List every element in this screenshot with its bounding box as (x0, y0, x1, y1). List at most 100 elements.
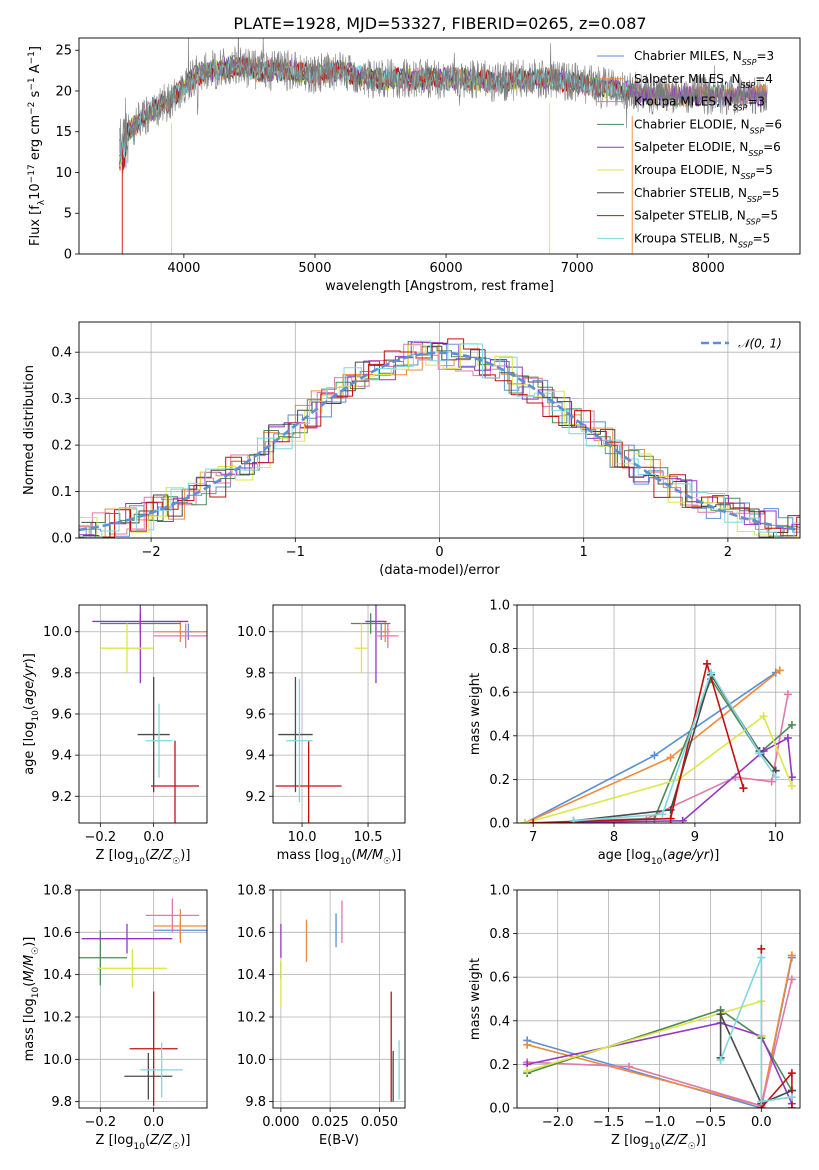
y-tick-label: 9.4 (51, 749, 72, 764)
weight_vs_age-ylabel-part: mass weight (468, 673, 483, 755)
y-tick-label: 0.6 (489, 686, 510, 701)
y-tick-label: 10.6 (237, 926, 266, 941)
legend-label-end: =6 (764, 117, 782, 131)
weight_vs_Z-xlabel-part: Z [log (611, 1133, 649, 1148)
y-tick-label: 9.6 (51, 708, 72, 723)
weight_vs_Z-xlabel: Z [log10(Z/Z☉)] (611, 1133, 706, 1152)
x-tick-label: −1 (286, 545, 305, 560)
legend-label-end: =3 (747, 95, 765, 109)
x-tick-label: 7 (529, 830, 537, 845)
y-tick-label: 10.8 (237, 884, 266, 899)
mass_vs_Z-axes: −0.2 0.0 9.8 10.0 10.2 10.4 10.6 10.8 (43, 884, 207, 1130)
x-tick-label: −0.5 (695, 1115, 727, 1130)
gaussian-curve (79, 351, 800, 532)
age_vs_Z-ylabel-part: )] (22, 653, 37, 663)
age_vs_mass-xlabel-part: M/M (356, 848, 383, 863)
weight_vs_age-frame (516, 604, 801, 824)
y-tick-label: 9.8 (245, 1095, 266, 1110)
age_vs_mass-plot-area (275, 605, 399, 823)
age_vs_Z-plot-area (92, 605, 207, 823)
figure-title: PLATE=1928, MJD=53327, FIBERID=0265, z=0… (233, 14, 646, 33)
y-tick-label: 0.4 (489, 1014, 510, 1029)
legend-label-end: =5 (755, 163, 773, 177)
histogram-chabrier-elodie (79, 341, 800, 538)
y-tick-label: 10.0 (237, 625, 266, 640)
mass_vs_Z-frame (78, 889, 208, 1109)
spectrum-plot-area (119, 38, 768, 254)
age_vs_mass-xlabel: mass [log10(M/M☉)] (277, 848, 402, 867)
residuals-xlabel-part: (data-model)/error (379, 563, 500, 578)
age_vs_Z-ylabel-part: 10 (31, 710, 41, 722)
weight_vs_Z-xlabel-part: 10 (649, 1142, 661, 1152)
age_vs_mass-xlabel-part: )] (391, 848, 401, 863)
y-tick-label: 25 (55, 44, 72, 59)
histogram-kroupa-stelib (84, 340, 800, 538)
legend-label: Chabrier ELODIE, N (634, 117, 750, 131)
y-tick-label: 10.4 (237, 968, 266, 983)
weight_vs_age-xlabel-part: 10 (651, 857, 663, 867)
mass_vs_Z-xlabel-part: Z/Z (149, 1133, 173, 1148)
weight_vs_Z-xlabel-part: )] (696, 1133, 706, 1148)
legend-entry: Salpeter ELODIE, NSSP=6 (634, 140, 781, 158)
x-tick-label: −0.2 (85, 830, 117, 845)
weight_vs_age-xlabel: age [log10(age/yr)] (598, 848, 720, 867)
y-tick-label: 0.0 (489, 1102, 510, 1117)
legend-label-sub: SSP (738, 240, 753, 249)
legend-label: Salpeter MILES, N (634, 72, 741, 86)
spectrum-xlabel-part: wavelength [Angstrom, rest frame] (325, 279, 554, 294)
age_vs_Z-xlabel-part: ( (145, 848, 150, 863)
weight_vs_Z-xlabel-part: ( (660, 1133, 665, 1148)
gaussian-legend-label: 𝒩(0, 1) (738, 337, 782, 351)
weight_vs_Z-xlabel-part: Z/Z (665, 1133, 689, 1148)
y-tick-label: 10.0 (43, 625, 72, 640)
age_vs_Z-xlabel: Z [log10(Z/Z☉)] (96, 848, 191, 867)
legend-label-sub: SSP (733, 103, 748, 112)
spectrum-ylabel-part: s (28, 90, 43, 101)
weight_vs_age-xlabel-part: age [log (598, 848, 651, 863)
mass_vs_Z-xlabel-part: ☉ (172, 1142, 180, 1152)
weight-line-chabrier-stelib (719, 1013, 793, 1105)
legend-label: Salpeter STELIB, N (634, 209, 746, 223)
age_vs_Z-axes: −0.2 0.0 9.2 9.4 9.6 9.8 10.0 (43, 605, 207, 845)
age_vs_Z-xlabel-part: 10 (133, 857, 145, 867)
x-tick-label: 9 (691, 830, 699, 845)
age_vs_Z-xlabel-part: ☉ (172, 857, 180, 867)
weight_vs_age-xlabel-part: ( (662, 848, 667, 863)
legend-label-sub: SSP (748, 149, 763, 158)
mass_vs_Z-xlabel-part: Z [log (96, 1133, 134, 1148)
weight_vs_age-xlabel-part: )] (709, 848, 719, 863)
x-tick-label: 0.0 (143, 1115, 164, 1130)
y-tick-label: 10.8 (43, 884, 72, 899)
x-tick-label: 10 (767, 830, 784, 845)
residuals-xlabel: (data-model)/error (379, 563, 500, 578)
mass_vs_Z-ylabel: mass [log10(M/M☉)] (22, 937, 41, 1062)
age_vs_Z-xlabel-part: )] (180, 848, 190, 863)
y-tick-label: 9.4 (245, 749, 266, 764)
y-tick-label: 5 (64, 207, 72, 222)
legend-label-end: =3 (756, 49, 774, 63)
weight_vs_Z-plot-area (523, 944, 796, 1108)
x-tick-label: 1 (580, 545, 588, 560)
weight-line-kroupa-miles (527, 979, 793, 1107)
legend-label: Kroupa ELODIE, N (634, 163, 741, 177)
weight_vs_age-xlabel-part: age/yr (667, 848, 710, 863)
spectrum-frame (78, 37, 801, 255)
x-tick-label: 10.5 (354, 830, 383, 845)
spectrum-xlabel: wavelength [Angstrom, rest frame] (325, 279, 554, 294)
spectrum-ylabel-part: −1 (27, 77, 37, 90)
y-tick-label: 0 (64, 248, 72, 263)
y-tick-label: 10.6 (43, 926, 72, 941)
age_vs_Z-ylabel-part: age [log (22, 722, 37, 775)
weight_vs_age-ylabel: mass weight (468, 673, 483, 755)
y-tick-label: 1.0 (489, 884, 510, 899)
legend-entry: Salpeter MILES, NSSP=4 (634, 72, 773, 90)
y-tick-label: 1.0 (489, 599, 510, 614)
y-tick-label: 9.2 (245, 790, 266, 805)
weight-line-kroupa-stelib (719, 957, 793, 1103)
mass_vs_ebv-frame (272, 889, 406, 1109)
y-tick-label: 0.2 (489, 773, 510, 788)
y-tick-label: 0.8 (489, 642, 510, 657)
mass_vs_Z-ylabel-part: ☉ (31, 947, 41, 955)
weight-line-salpeter-elodie (527, 1022, 793, 1104)
